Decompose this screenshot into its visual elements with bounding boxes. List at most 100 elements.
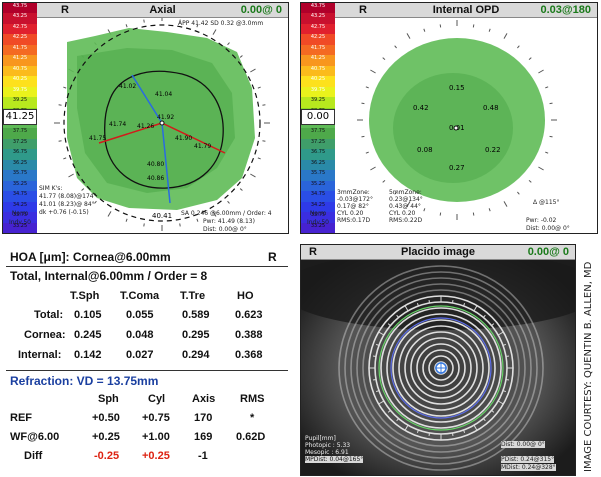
- opd-map: 0.15 0.42 0.48 0.01 0.08 0.22 0.27: [357, 20, 557, 220]
- tick-mark: [473, 305, 478, 312]
- tick-mark: [396, 314, 399, 318]
- tick-mark: [125, 218, 128, 222]
- tick-mark: [491, 410, 495, 413]
- ref-cell: +1.00: [142, 431, 170, 443]
- tick-mark: [497, 331, 504, 336]
- tick-mark: [505, 378, 510, 381]
- ref-row-label: Diff: [24, 450, 43, 462]
- opd-value: 0.03@180: [540, 4, 592, 16]
- placido-ring: [380, 307, 502, 429]
- tick-mark: [58, 140, 62, 142]
- hoa-side: R: [268, 250, 277, 264]
- cell: 0.245: [74, 329, 102, 341]
- tick-mark: [528, 57, 532, 60]
- cell: 0.142: [74, 349, 102, 361]
- cell: 0.048: [126, 329, 154, 341]
- tick-mark: [378, 400, 385, 405]
- placido-ring: [416, 343, 466, 393]
- tick-mark: [250, 173, 256, 178]
- cell: 0.388: [235, 329, 263, 341]
- tick-mark: [387, 323, 391, 326]
- axial-header: R Axial 0.00@ 0: [37, 3, 288, 18]
- axial-top-info: APP 41.42 SD 0.32 @3.0mm: [178, 20, 264, 27]
- tick-mark: [250, 68, 256, 73]
- scale-step: 37.25: [3, 138, 37, 150]
- ref-col-header: Axis: [192, 393, 216, 405]
- scale-step: 33.25: [3, 222, 37, 233]
- scale-step: 35.25: [301, 180, 335, 192]
- scale-step: 43.75: [301, 3, 335, 14]
- tick-mark: [239, 55, 243, 58]
- sa-value: SA 0.246 @6.00mm / Order: 4: [181, 210, 272, 217]
- pdist: PDist: 0.24@315°: [501, 456, 555, 463]
- axial-map: 41.02 41.04 41.74 41.75 41.90 41.79 40.8…: [54, 18, 270, 231]
- scale-step: 40.75: [301, 65, 335, 77]
- placido-ring: [410, 337, 472, 399]
- opd-label: 0.48: [483, 104, 499, 112]
- tick-mark: [451, 432, 454, 437]
- tick-mark: [196, 24, 199, 28]
- ref-cell: 169: [194, 431, 213, 443]
- zone5-line: RMS:0.22D: [389, 217, 423, 224]
- tick-mark: [143, 19, 145, 23]
- axial-title: Axial: [149, 4, 176, 16]
- axial-label: 40.80: [147, 161, 164, 168]
- zone3-line: CYL 0.20: [337, 210, 364, 217]
- dk-value: dk +0.76 (-0.15): [39, 209, 89, 216]
- tick-mark: [212, 29, 217, 35]
- tick-mark: [483, 418, 486, 422]
- axial-ticks: [54, 18, 270, 231]
- scale-current-value: 0.00: [301, 109, 335, 125]
- ref-cell: *: [250, 412, 255, 424]
- placido-ring: [392, 319, 490, 417]
- ref-cell: -0.25: [94, 450, 120, 462]
- zone5-line: 0.43@ 44°: [389, 203, 421, 210]
- scale-step: 37.25: [301, 138, 335, 150]
- axial-label: 41.74: [109, 121, 126, 128]
- tick-mark: [227, 200, 230, 204]
- tick-mark: [125, 24, 128, 28]
- placido-blue-circle: [390, 317, 492, 419]
- tick-mark: [365, 151, 369, 154]
- opd-header: R Internal OPD 0.03@180: [335, 3, 597, 18]
- ref-row-label: REF: [10, 412, 32, 424]
- opd-pwr: Pwr: -0.02: [526, 217, 557, 224]
- tick-mark: [416, 429, 419, 434]
- row-label: Internal:: [18, 349, 62, 361]
- scale-step: 41.25: [301, 55, 335, 66]
- tick-mark: [439, 212, 442, 216]
- scale-step: 37.75: [3, 128, 37, 139]
- scale-step: 40.25: [301, 76, 335, 87]
- placido-image: [301, 260, 575, 475]
- tick-mark: [372, 355, 377, 358]
- tick-mark: [382, 180, 386, 183]
- tick-mark: [372, 378, 377, 381]
- placido-value: 0.00@ 0: [527, 246, 569, 258]
- tick-mark: [451, 299, 454, 304]
- tick-mark: [404, 305, 409, 312]
- tick-mark: [107, 211, 112, 217]
- tick-mark: [68, 173, 74, 178]
- tick-mark: [428, 299, 431, 304]
- opd-label: 0.08: [417, 146, 433, 154]
- scale-step: 34.25: [3, 201, 37, 213]
- hoa-col-header: T.Sph: [70, 290, 100, 302]
- scale-step: 39.25: [3, 97, 37, 108]
- scale-step: 34.25: [301, 201, 335, 213]
- tick-mark: [257, 86, 261, 89]
- mesopic: Mesopic : 6.91: [305, 449, 349, 456]
- indv-label: Indv.50: [306, 219, 329, 226]
- ref-cell: +0.75: [142, 412, 170, 424]
- tick-mark: [538, 166, 544, 171]
- scale-step: 35.75: [3, 170, 37, 181]
- tick-mark: [179, 223, 181, 227]
- placido-green-circle: [378, 305, 504, 431]
- axial-label: 41.90: [175, 135, 192, 142]
- tick-mark: [463, 429, 466, 434]
- tick-mark: [528, 180, 532, 183]
- scale-step: 42.75: [3, 23, 37, 35]
- placido-ring: [338, 265, 544, 471]
- tick-mark: [394, 191, 397, 195]
- tick-mark: [404, 424, 409, 431]
- scale-step: 43.25: [3, 13, 37, 24]
